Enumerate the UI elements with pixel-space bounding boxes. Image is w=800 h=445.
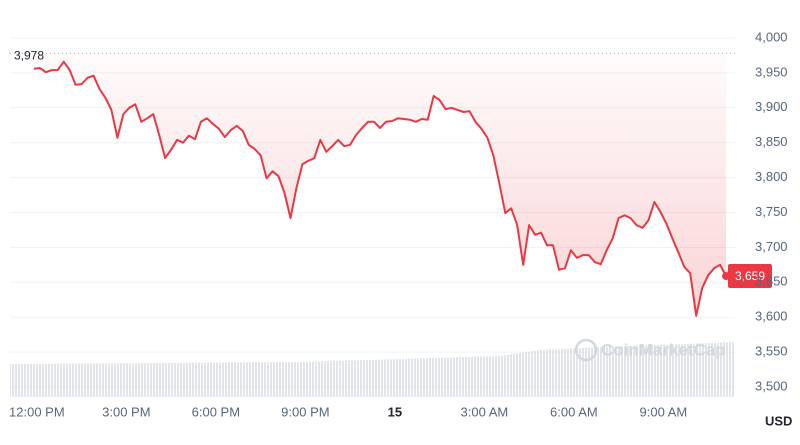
- price-line: [33, 60, 727, 317]
- unit-label: USD: [765, 413, 792, 428]
- x-tick-label: 9:00 PM: [281, 404, 329, 419]
- x-tick-label: 6:00 PM: [192, 404, 240, 419]
- x-tick-label: 9:00 AM: [640, 404, 688, 419]
- x-tick-label: 15: [388, 404, 402, 419]
- y-tick-label: 3,650: [755, 274, 788, 289]
- y-tick-label: 3,700: [755, 239, 788, 254]
- x-tick-label: 3:00 AM: [461, 404, 509, 419]
- y-tick-label: 3,850: [755, 134, 788, 149]
- y-tick-label: 3,950: [755, 64, 788, 79]
- y-tick-label: 3,750: [755, 204, 788, 219]
- y-tick-label: 3,550: [755, 344, 788, 359]
- x-tick-label: 12:00 PM: [9, 404, 65, 419]
- y-tick-label: 4,000: [755, 29, 788, 44]
- x-tick-label: 6:00 AM: [550, 404, 598, 419]
- volume-area: [10, 342, 735, 397]
- watermark-logo: [574, 338, 598, 362]
- watermark: CoinMarketCap: [574, 338, 726, 362]
- current-price-label: 3,659: [735, 269, 765, 283]
- y-tick-label: 3,800: [755, 169, 788, 184]
- y-tick-label: 3,500: [755, 378, 788, 393]
- y-tick-label: 3,900: [755, 99, 788, 114]
- watermark-text: CoinMarketCap: [601, 340, 726, 359]
- y-tick-label: 3,600: [755, 309, 788, 324]
- x-tick-label: 3:00 PM: [102, 404, 150, 419]
- current-price-tag: [728, 264, 772, 289]
- area-fill: [33, 53, 727, 316]
